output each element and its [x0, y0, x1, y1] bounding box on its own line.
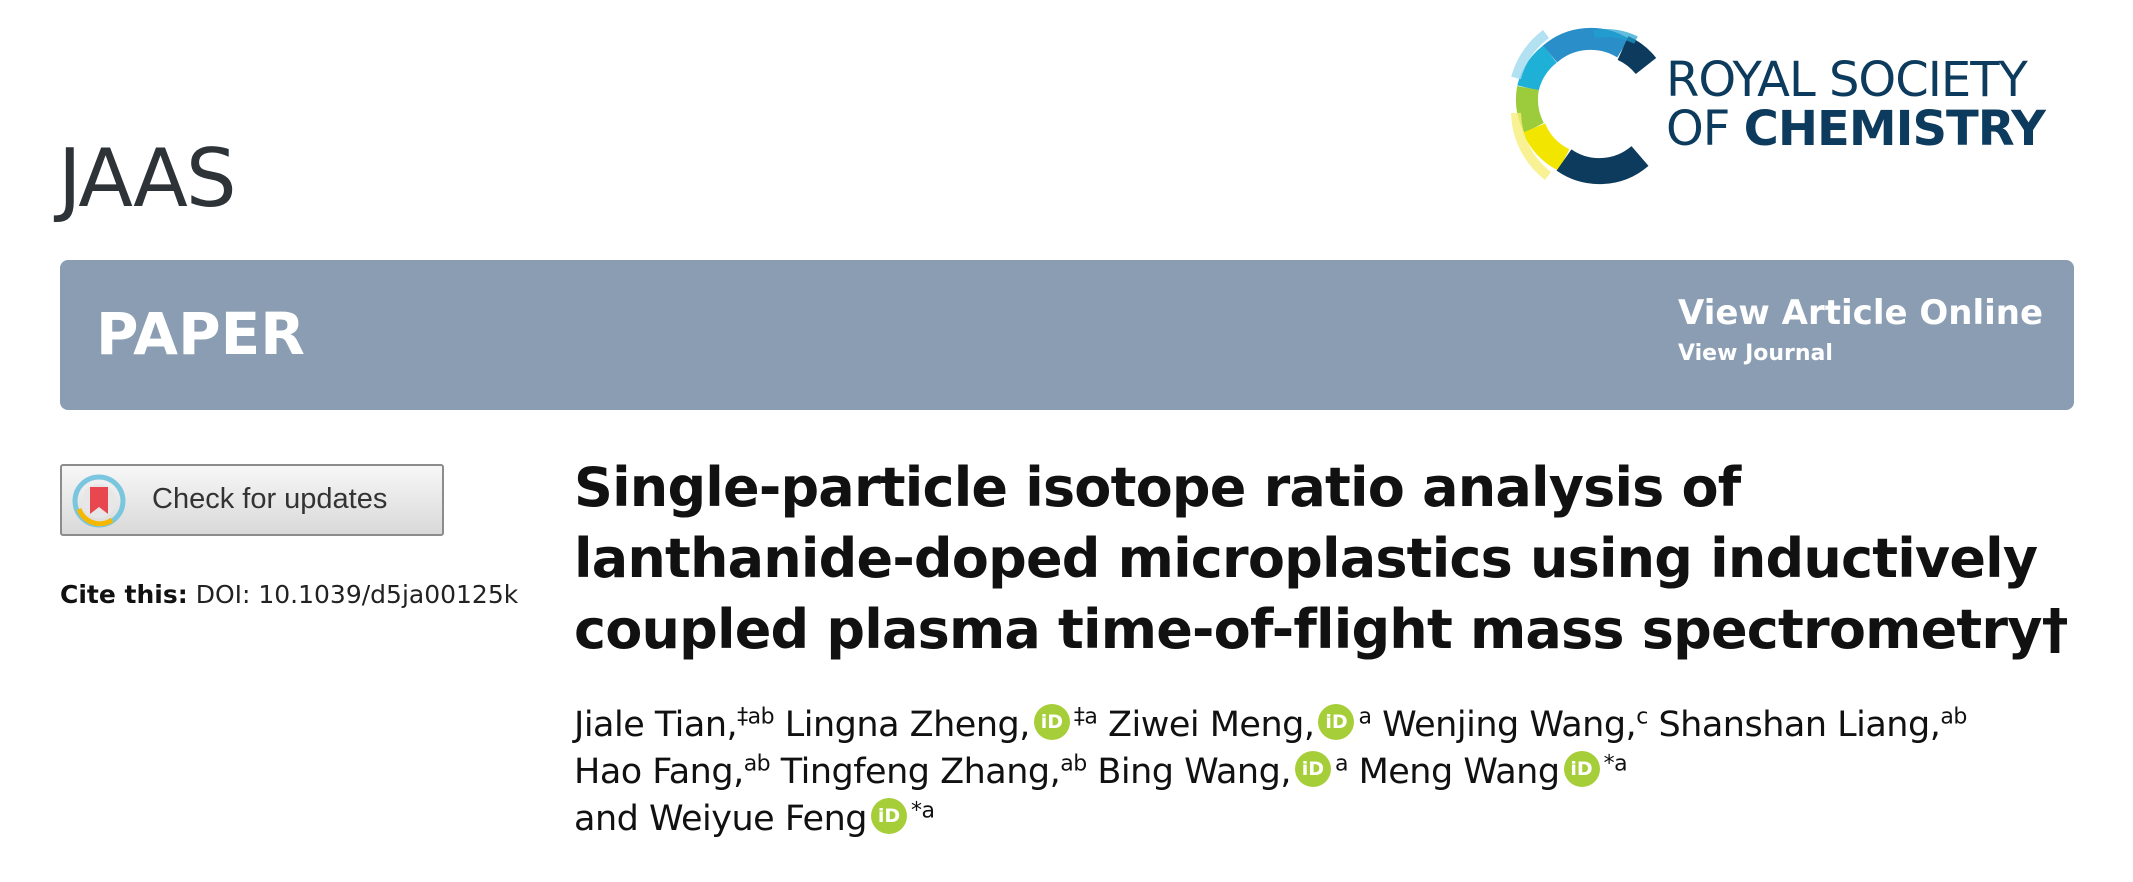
check-for-updates-button[interactable]: Check for updates [60, 464, 444, 536]
author-affiliation: ‡ab [737, 704, 775, 730]
doi-link[interactable]: DOI: 10.1039/d5ja00125k [195, 580, 519, 609]
author-affiliation: a [1358, 704, 1372, 730]
author-affiliation: *a [911, 798, 935, 824]
rsc-of: OF [1666, 101, 1730, 157]
check-updates-icon [72, 474, 126, 528]
journal-name: JAAS [58, 132, 237, 225]
banner-links: View Article Online View Journal [1678, 293, 2043, 366]
author-name: Ziwei Meng, [1108, 705, 1315, 745]
orcid-icon[interactable]: iD [1294, 751, 1331, 787]
author[interactable]: and Weiyue Feng iD *a [574, 798, 935, 839]
author[interactable]: Wenjing Wang,c [1382, 705, 1648, 745]
article-type: PAPER [96, 300, 305, 368]
rsc-wordmark: ROYAL SOCIETY OF CHEMISTRY [1666, 52, 2046, 154]
rsc-logo[interactable]: ROYAL SOCIETY OF CHEMISTRY [1508, 18, 2084, 188]
author-affiliation: ab [1940, 704, 1967, 730]
check-updates-label: Check for updates [152, 483, 388, 515]
author[interactable]: Bing Wang, iD a [1097, 751, 1348, 792]
author[interactable]: Ziwei Meng, iD a [1108, 704, 1372, 745]
rsc-line-of-chemistry: OF CHEMISTRY [1666, 105, 2046, 154]
view-article-online-link[interactable]: View Article Online [1678, 293, 2044, 333]
view-journal-link[interactable]: View Journal [1678, 341, 1833, 366]
author-name: Lingna Zheng, [784, 705, 1031, 745]
author-name: Hao Fang, [574, 752, 744, 792]
author[interactable]: Hao Fang,ab [574, 751, 771, 792]
author-affiliation: ab [1060, 751, 1087, 777]
rsc-logo-mark-icon [1511, 27, 1657, 185]
author-affiliation: ab [743, 751, 771, 777]
cite-label: Cite this: [60, 580, 188, 609]
author[interactable]: Jiale Tian,‡ab [574, 704, 775, 745]
author-name: Tingfeng Zhang, [780, 752, 1061, 792]
author[interactable]: Lingna Zheng, iD ‡a [784, 704, 1098, 745]
author-name: Bing Wang, [1097, 752, 1291, 792]
article-type-banner: PAPER View Article Online View Journal [60, 260, 2074, 410]
author-name: Meng Wang [1358, 752, 1560, 792]
orcid-icon[interactable]: iD [1318, 704, 1355, 740]
citation: Cite this: DOI: 10.1039/d5ja00125k [60, 580, 518, 609]
author-name: Wenjing Wang, [1382, 705, 1637, 745]
author-affiliation: *a [1603, 751, 1628, 777]
author[interactable]: Tingfeng Zhang,ab [781, 752, 1087, 792]
rsc-chemistry: CHEMISTRY [1743, 101, 2046, 157]
author-name: Shanshan Liang, [1658, 705, 1941, 745]
orcid-icon[interactable]: iD [871, 798, 907, 834]
author-affiliation: a [1334, 751, 1348, 777]
rsc-line-royal-society: ROYAL SOCIETY [1666, 52, 2028, 108]
author-name: and Weiyue Feng [574, 799, 868, 839]
author[interactable]: Meng Wang iD *a [1358, 751, 1628, 792]
author[interactable]: Shanshan Liang,ab [1658, 704, 1967, 745]
orcid-icon[interactable]: iD [1033, 704, 1070, 740]
author-affiliation: c [1636, 704, 1648, 730]
author-name: Jiale Tian, [574, 705, 738, 745]
article-title: Single-particle isotope ratio analysis o… [574, 456, 2069, 661]
orcid-icon[interactable]: iD [1563, 751, 1600, 787]
author-affiliation: ‡a [1073, 704, 1098, 730]
author-list: Jiale Tian,‡ab Lingna Zheng, iD ‡a Ziwei M… [574, 702, 2094, 843]
